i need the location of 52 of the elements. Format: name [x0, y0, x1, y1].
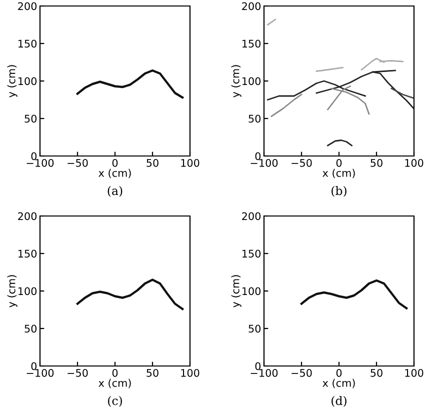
y-tick-label: 200 — [18, 212, 37, 220]
x-tick-label: 0 — [336, 368, 342, 377]
x-tick-label: 50 — [370, 368, 382, 377]
text: (d) — [332, 396, 346, 407]
y-axis-title: y (cm) — [7, 65, 18, 98]
y-tick-label: 50 — [24, 324, 37, 333]
y-tick-label: 50 — [248, 114, 261, 123]
y-tick-label: 0 — [31, 152, 37, 160]
x-tick-label: −50 — [292, 158, 312, 167]
x-axis-title: x (cm) — [322, 168, 355, 178]
x-tick-label: 100 — [181, 158, 200, 167]
y-tick-label: 100 — [242, 287, 261, 296]
y-tick-label: 50 — [248, 324, 261, 333]
x-tick-label: 50 — [146, 158, 158, 167]
x-tick-label: 0 — [112, 368, 118, 377]
y-tick-label: 150 — [242, 40, 261, 48]
x-axis-title: x (cm) — [322, 378, 355, 388]
y-tick-label: 0 — [255, 152, 261, 160]
x-tick-label: −100 — [250, 158, 278, 167]
x-tick-label: 50 — [146, 368, 158, 377]
x-tick-label: −100 — [250, 368, 278, 377]
y-axis-title: y (cm) — [231, 275, 242, 308]
x-tick-label: −50 — [292, 368, 312, 377]
y-tick-label: 0 — [255, 362, 261, 370]
y-axis-title: y (cm) — [7, 275, 18, 308]
x-tick-label: 50 — [370, 158, 382, 167]
text: (b) — [332, 186, 346, 197]
x-tick-label: −50 — [68, 368, 88, 377]
x-tick-label: 100 — [405, 158, 424, 167]
y-tick-label: 150 — [18, 40, 37, 48]
text: (c) — [108, 396, 122, 407]
x-axis-title: x (cm) — [98, 168, 131, 178]
x-tick-label: 100 — [181, 368, 200, 377]
x-tick-label: −100 — [26, 368, 54, 377]
x-tick-label: −100 — [26, 158, 54, 167]
x-tick-label: 100 — [405, 368, 424, 377]
y-tick-label: 150 — [242, 250, 261, 258]
y-axis-title: y (cm) — [231, 65, 242, 98]
y-tick-label: 0 — [31, 362, 37, 370]
y-tick-label: 200 — [18, 2, 37, 10]
y-tick-label: 200 — [242, 212, 261, 220]
y-tick-label: 100 — [18, 287, 37, 296]
x-tick-label: −50 — [68, 158, 88, 167]
y-tick-label: 100 — [18, 77, 37, 86]
y-tick-label: 100 — [242, 77, 261, 86]
text: (a) — [108, 186, 122, 197]
x-axis-title: x (cm) — [98, 378, 131, 388]
y-tick-label: 200 — [242, 2, 261, 10]
x-tick-label: 0 — [336, 158, 342, 167]
y-tick-label: 150 — [18, 250, 37, 258]
x-tick-label: 0 — [112, 158, 118, 167]
y-tick-label: 50 — [24, 114, 37, 123]
